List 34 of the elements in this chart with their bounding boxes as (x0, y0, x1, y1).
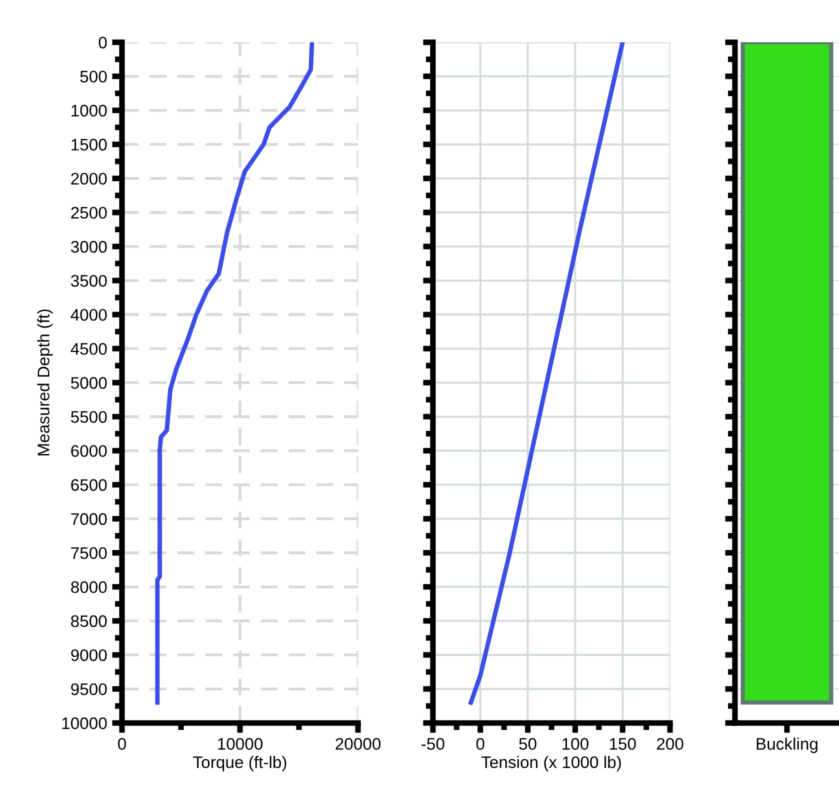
y-tick-label: 9000 (71, 649, 107, 662)
x-tick-label: 20000 (336, 738, 381, 750)
y-tick-label: 10000 (62, 717, 107, 730)
y-tick-label: 1500 (72, 138, 107, 151)
y-tick-label: 2500 (71, 206, 107, 219)
y-tick-label: 4500 (70, 343, 107, 355)
y-tick-label: 0 (98, 36, 107, 48)
x-tick-label: 100 (562, 738, 588, 750)
x-tick-label: Buckling (756, 738, 818, 754)
x-tick-label: 50 (519, 738, 536, 750)
y-tick-label: 500 (80, 70, 107, 83)
y-tick-label: 7000 (71, 513, 107, 525)
y-tick-label: 6000 (71, 445, 107, 457)
x-tick-label: -50 (422, 738, 444, 750)
y-tick-label: 7500 (71, 547, 107, 560)
y-tick-label: 1000 (72, 104, 107, 117)
x-tick-label: 150 (610, 738, 636, 750)
y-axis-title: Measured Depth (ft) (37, 310, 53, 456)
y-tick-label: 3000 (70, 240, 107, 253)
x-axis-title: Torque (ft-lb) (193, 756, 286, 772)
y-tick-label: 3500 (70, 274, 107, 287)
y-tick-label: 6500 (71, 479, 107, 491)
x-axis-title: Tension (x 1000 lb) (481, 756, 621, 772)
y-tick-label: 8000 (71, 581, 107, 594)
y-tick-label: 4000 (70, 308, 107, 321)
x-tick-label: 10000 (218, 738, 263, 750)
x-tick-label: 200 (656, 738, 684, 750)
y-tick-label: 5000 (71, 377, 107, 389)
x-tick-label: 0 (476, 738, 484, 750)
y-tick-label: 9500 (71, 683, 107, 696)
y-tick-label: 8500 (71, 615, 107, 628)
x-tick-label: 0 (118, 738, 126, 750)
y-tick-label: 2000 (71, 172, 107, 185)
y-tick-label: 5500 (71, 411, 107, 423)
